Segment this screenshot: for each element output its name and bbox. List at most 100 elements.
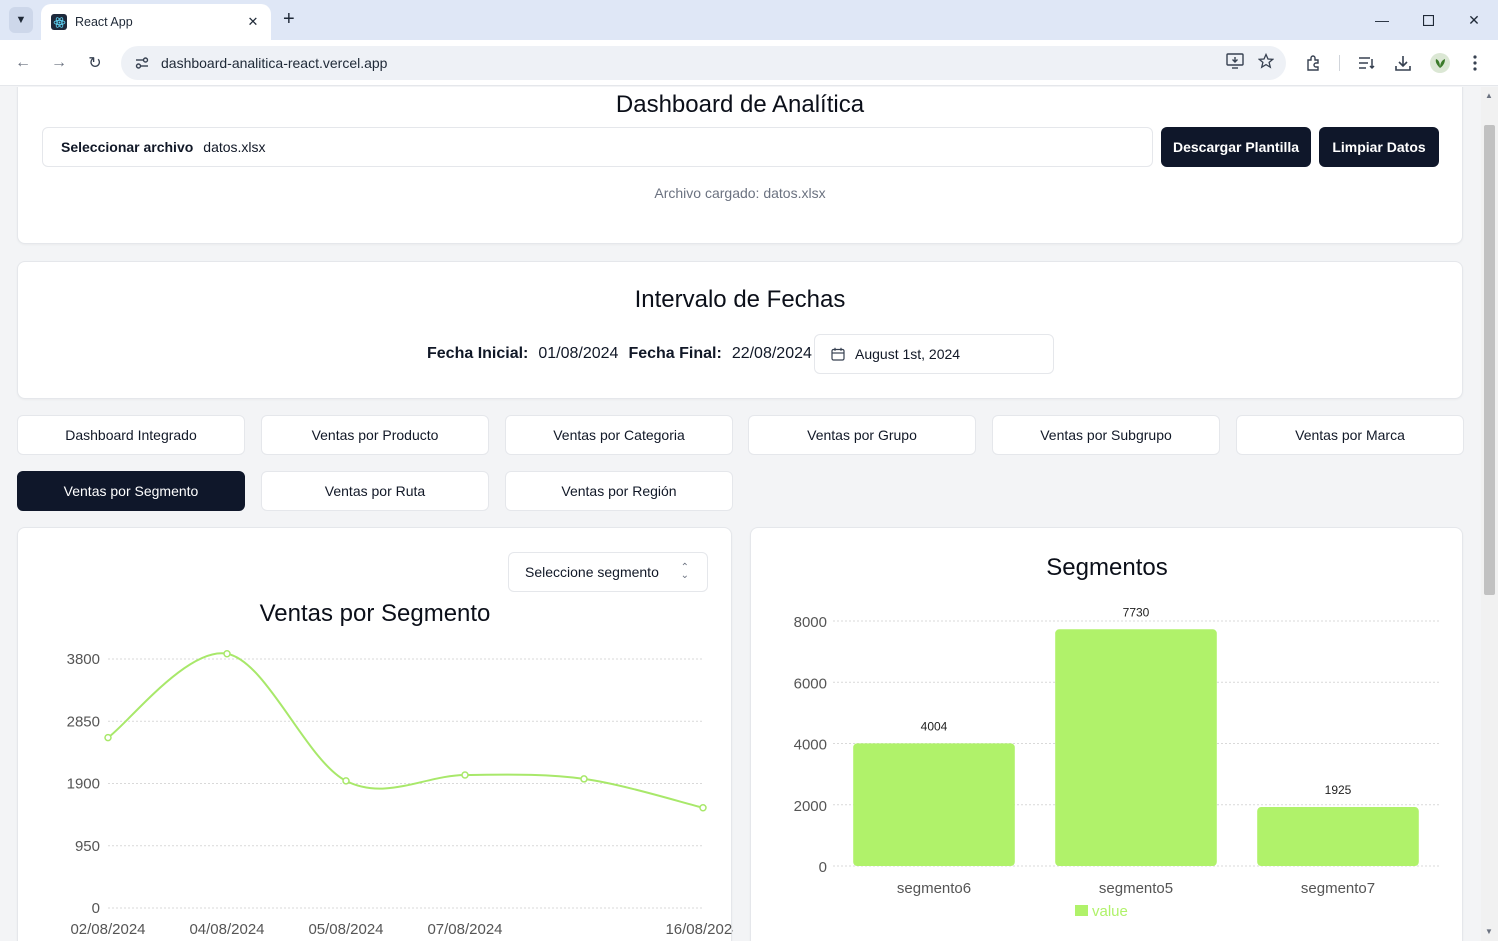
y-tick-label: 0 — [92, 900, 100, 917]
y-tick-label: 3800 — [67, 651, 100, 668]
close-tab-icon[interactable]: ✕ — [247, 14, 259, 29]
x-tick-label: 04/08/2024 — [189, 921, 264, 938]
reading-list-icon[interactable] — [1356, 52, 1378, 74]
page-title: Dashboard de Analítica — [615, 91, 865, 118]
data-point — [342, 777, 350, 785]
site-info-icon[interactable] — [133, 54, 151, 72]
data-point — [699, 803, 707, 812]
line-chart-card: Seleccione segmento ⌃ ⌄ Ventas por Segmen… — [17, 527, 733, 941]
scroll-down-icon[interactable]: ▼ — [1485, 927, 1493, 936]
x-tick-label: 16/08/2024 — [665, 921, 733, 938]
selected-file-name: datos.xlsx — [203, 139, 266, 155]
page-scrollbar[interactable]: ▲ ▼ — [1481, 87, 1498, 941]
extensions-icon[interactable] — [1303, 52, 1325, 74]
tab-ventas-producto[interactable]: Ventas por Producto — [261, 415, 489, 455]
file-input[interactable]: Seleccionar archivo datos.xlsx — [42, 127, 1153, 167]
maximize-icon[interactable] — [1416, 8, 1440, 32]
clear-data-button[interactable]: Limpiar Datos — [1319, 127, 1439, 167]
calendar-icon — [831, 347, 845, 361]
data-label: 7730 — [1123, 605, 1150, 619]
y-tick-label: 950 — [75, 838, 100, 855]
x-tick-label: segmento6 — [897, 880, 971, 897]
url-text: dashboard-analitica-react.vercel.app — [161, 55, 388, 71]
end-date-value: 22/08/2024 — [731, 345, 812, 362]
x-tick-label: segmento7 — [1301, 880, 1375, 897]
series-line — [107, 652, 704, 809]
bar-chart-card: Segmentos 0 2000 4000 6000 8000 4004 segmento6… — [750, 527, 1463, 941]
start-date-value: 01/08/2024 — [538, 345, 619, 362]
more-menu-icon[interactable] — [1464, 52, 1486, 74]
date-interval-title: Intervalo de Fechas — [634, 286, 846, 313]
tab-ventas-region[interactable]: Ventas por Región — [505, 471, 733, 511]
x-tick-label: 02/08/2024 — [70, 921, 145, 938]
browser-tab-bar: ▼ React App ✕ + — ✕ — [0, 0, 1498, 40]
data-label: 1925 — [1325, 783, 1352, 797]
bookmark-star-icon[interactable] — [1257, 52, 1275, 74]
segment-select[interactable]: Seleccione segmento ⌃ ⌄ — [508, 552, 708, 592]
bar-chart-title: Segmentos — [1046, 554, 1167, 581]
data-point — [223, 650, 231, 658]
reload-icon[interactable]: ↻ — [88, 55, 102, 72]
data-point — [580, 775, 588, 783]
data-point — [461, 771, 469, 779]
y-tick-label: 2850 — [67, 713, 100, 730]
choose-file-button[interactable]: Seleccionar archivo — [61, 139, 194, 155]
tab-ventas-marca[interactable]: Ventas por Marca — [1236, 415, 1464, 455]
x-tick-label: 05/08/2024 — [308, 921, 383, 938]
segment-select-placeholder: Seleccione segmento — [525, 564, 659, 580]
new-tab-icon[interactable]: + — [283, 8, 295, 30]
bar — [1257, 807, 1419, 866]
page-viewport: Dashboard de Analítica Seleccionar archi… — [0, 87, 1481, 941]
y-tick-label: 8000 — [794, 614, 827, 631]
minimize-icon[interactable]: — — [1375, 12, 1389, 28]
back-icon[interactable]: ← — [15, 54, 31, 71]
profile-avatar[interactable] — [1430, 53, 1450, 73]
y-tick-label: 1900 — [67, 776, 100, 793]
date-interval-card: Intervalo de Fechas Fecha Inicial: 01/08… — [17, 261, 1463, 399]
tab-title: React App — [75, 15, 133, 29]
chevron-down-icon: ▼ — [15, 14, 27, 26]
toolbar-divider — [1339, 55, 1340, 71]
y-tick-label: 0 — [819, 859, 827, 876]
x-tick-label: 07/08/2024 — [427, 921, 502, 938]
bar-chart: Segmentos 0 2000 4000 6000 8000 4004 segmento6… — [794, 554, 1439, 920]
legend-label: value — [1092, 903, 1128, 920]
header-card: Dashboard de Analítica Seleccionar archi… — [17, 87, 1463, 244]
download-template-button[interactable]: Descargar Plantilla — [1161, 127, 1311, 167]
date-picker-button[interactable]: August 1st, 2024 — [814, 334, 1054, 374]
tab-ventas-segmento[interactable]: Ventas por Segmento — [17, 471, 245, 511]
install-app-icon[interactable] — [1226, 52, 1244, 74]
tab-ventas-grupo[interactable]: Ventas por Grupo — [748, 415, 976, 455]
forward-icon[interactable]: → — [51, 54, 67, 71]
scroll-up-icon[interactable]: ▲ — [1485, 91, 1493, 100]
start-date-label: Fecha Inicial: — [427, 345, 529, 362]
file-loaded-status: Archivo cargado: datos.xlsx — [654, 185, 826, 201]
react-logo-icon — [51, 14, 67, 30]
browser-tab[interactable]: React App ✕ — [41, 4, 271, 40]
data-point — [104, 733, 112, 742]
bar — [853, 743, 1015, 866]
date-range-summary: Fecha Inicial: 01/08/2024 Fecha Final: 2… — [427, 334, 822, 374]
chevron-up-down-icon: ⌃ ⌄ — [680, 562, 689, 581]
download-icon[interactable] — [1392, 52, 1414, 74]
tab-ventas-ruta[interactable]: Ventas por Ruta — [261, 471, 489, 511]
tab-ventas-categoria[interactable]: Ventas por Categoria — [505, 415, 733, 455]
scroll-thumb[interactable] — [1484, 125, 1495, 595]
x-tick-label: segmento5 — [1099, 880, 1173, 897]
address-bar[interactable]: dashboard-analitica-react.vercel.app — [121, 46, 1286, 80]
y-tick-label: 4000 — [794, 737, 827, 754]
y-tick-label: 6000 — [794, 675, 827, 692]
tab-ventas-subgrupo[interactable]: Ventas por Subgrupo — [992, 415, 1220, 455]
legend-swatch — [1075, 905, 1088, 916]
browser-toolbar: ← → ↻ dashboard-analitica-react.vercel.a… — [0, 40, 1498, 86]
end-date-label: Fecha Final: — [628, 345, 722, 362]
tab-dashboard-integrado[interactable]: Dashboard Integrado — [17, 415, 245, 455]
close-window-icon[interactable]: ✕ — [1468, 11, 1480, 28]
data-label: 4004 — [921, 719, 948, 733]
bar — [1055, 629, 1217, 866]
line-chart-title: Ventas por Segmento — [260, 600, 491, 627]
line-chart: Ventas por Segmento 0 950 1900 2850 3800 02/0… — [67, 600, 733, 938]
date-picker-value: August 1st, 2024 — [855, 346, 961, 362]
tab-search-button[interactable]: ▼ — [9, 7, 33, 33]
y-tick-label: 2000 — [794, 798, 827, 815]
